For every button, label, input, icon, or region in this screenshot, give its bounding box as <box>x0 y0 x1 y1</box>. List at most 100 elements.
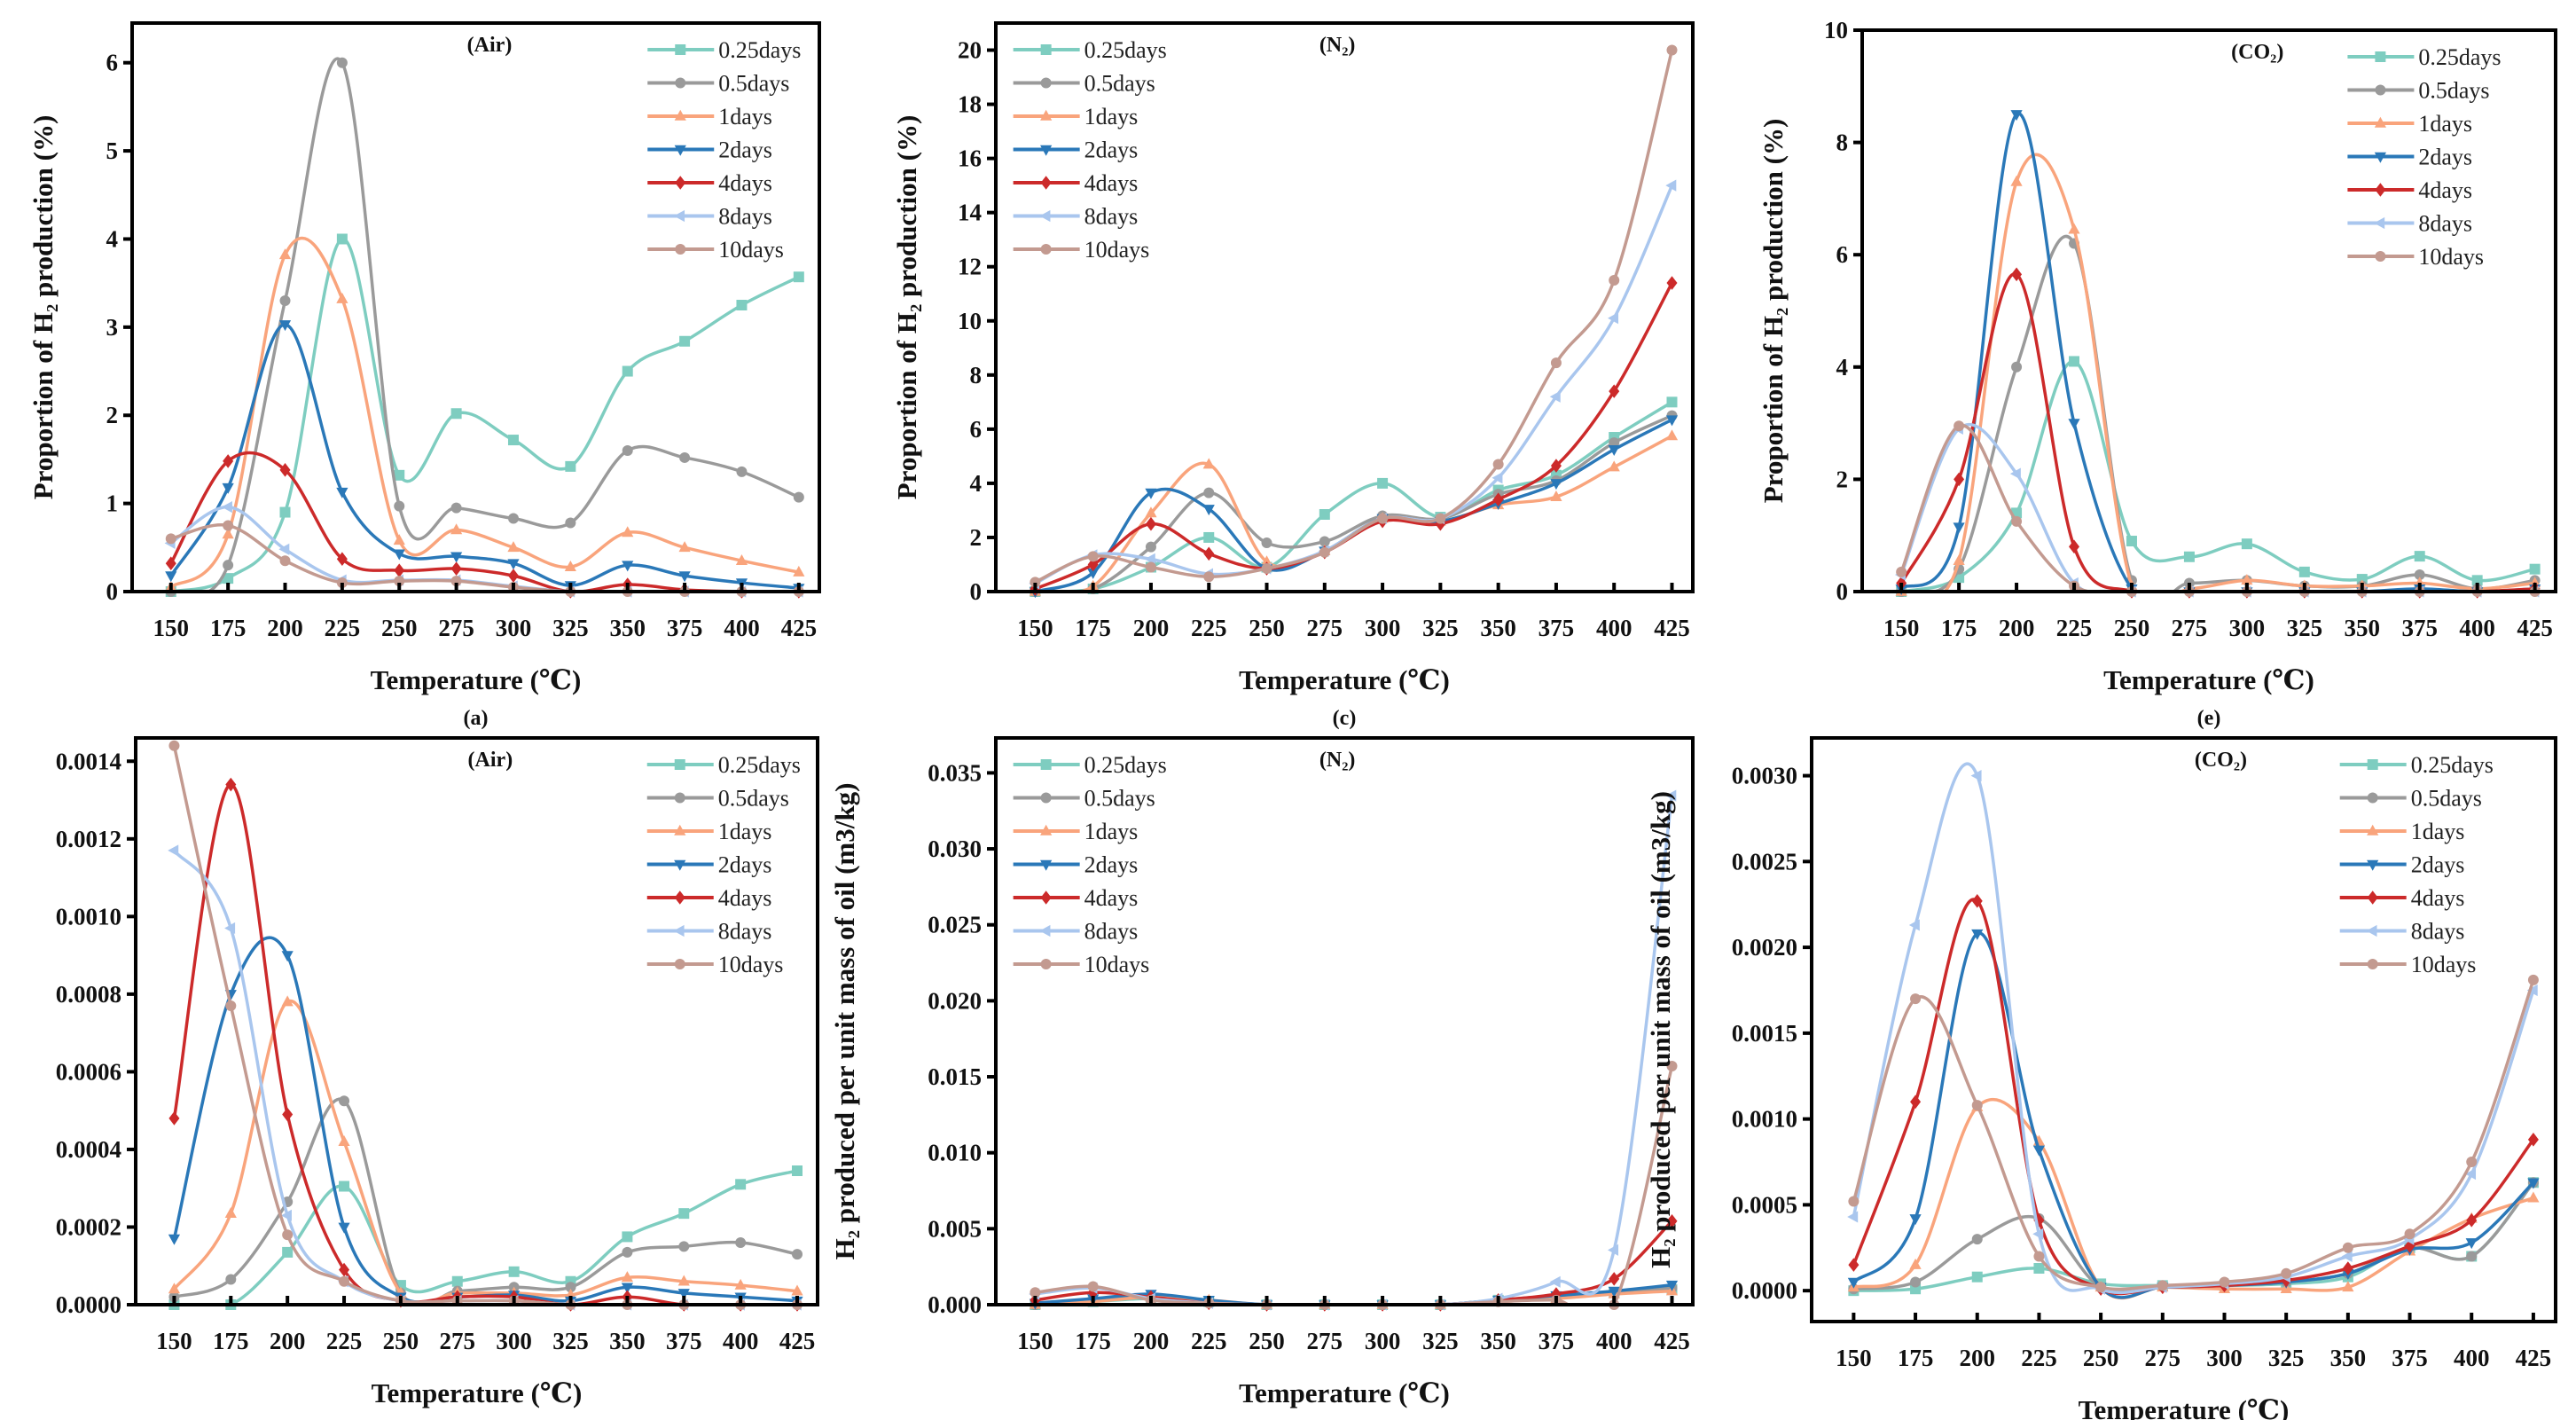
data-point-0.5days-250 <box>394 500 405 512</box>
data-point-10days-350 <box>1492 459 1504 470</box>
data-point-2days-250 <box>393 549 405 561</box>
x-tick-label: 300 <box>496 615 532 641</box>
x-tick-label: 325 <box>1422 1328 1459 1354</box>
data-point-8days-150 <box>1847 1211 1859 1223</box>
data-point-1days-200 <box>2010 175 2023 186</box>
legend-marker <box>1040 244 1052 255</box>
data-point-1days-200 <box>1145 506 1157 518</box>
y-tick-label: 0.0030 <box>1732 763 1797 789</box>
data-point-0.5days-225 <box>336 57 348 68</box>
data-point-0.25days-325 <box>2298 566 2310 577</box>
x-tick-label: 400 <box>2459 615 2495 641</box>
x-axis-label: Temperature (℃) <box>1239 664 1450 695</box>
legend-label: 8days <box>2411 919 2465 945</box>
plot-frame <box>994 736 1695 1306</box>
gas-atmosphere-tag: (CO₂) <box>2195 749 2247 772</box>
data-point-1days-250 <box>1260 555 1273 567</box>
x-axis-label: Temperature (℃) <box>372 1377 583 1408</box>
legend-item-0.5days: 0.5days <box>2339 786 2482 812</box>
data-point-2days-350 <box>621 1283 633 1294</box>
chart-panel-d: 150 175 200 225 250 275 300 325 350 375 400 425 0.00… <box>829 736 1695 1408</box>
legend-label: 1days <box>718 104 772 129</box>
legend-label: 0.5days <box>718 786 789 812</box>
data-point-4days-275 <box>450 561 462 576</box>
data-point-0.5days-425 <box>793 491 804 503</box>
data-point-4days-400 <box>2466 1213 2478 1228</box>
data-point-8days-200 <box>278 543 290 555</box>
data-point-1days-225 <box>1202 458 1215 469</box>
legend-item-1days: 1days <box>2339 819 2465 844</box>
legend-item-8days: 8days <box>1013 204 1138 230</box>
data-point-0.25days-275 <box>2183 551 2195 562</box>
data-point-1days-175 <box>224 1206 237 1218</box>
data-point-0.5days-375 <box>679 451 691 463</box>
x-tick-label: 325 <box>552 615 589 641</box>
x-tick-label: 200 <box>270 1328 306 1354</box>
data-point-0.5days-175 <box>225 1274 237 1285</box>
series-line-1days <box>169 236 800 589</box>
data-point-0.25days-300 <box>1377 477 1389 489</box>
series-line-2days <box>1852 931 2535 1299</box>
data-point-1days-225 <box>2068 223 2080 234</box>
legend-label: 2days <box>1084 137 1139 163</box>
data-point-10days-350 <box>2342 1242 2353 1253</box>
data-point-4days-175 <box>1910 1094 1922 1110</box>
data-point-10days-300 <box>1377 513 1389 524</box>
gas-atmosphere-tag: (N₂) <box>1319 749 1356 772</box>
data-point-4days-175 <box>1087 557 1099 572</box>
data-point-8days-150 <box>168 844 179 857</box>
data-point-4days-225 <box>2069 539 2080 554</box>
legend-marker <box>1039 924 1051 938</box>
data-point-0.25days-300 <box>507 435 519 446</box>
legend-label: 0.25days <box>718 37 801 63</box>
data-point-2days-225 <box>2068 419 2080 430</box>
legend-label: 1days <box>2411 819 2465 844</box>
data-point-1days-200 <box>278 248 292 260</box>
data-point-10days-325 <box>2281 1267 2292 1279</box>
x-tick-label: 375 <box>2392 1345 2428 1371</box>
data-point-1days-300 <box>507 541 520 553</box>
data-point-10days-200 <box>1971 1100 1983 1111</box>
x-tick-label: 300 <box>1365 615 1401 641</box>
chart-panel-e: 150 175 200 225 250 275 300 325 350 375 400 425 0 2 4 6… <box>1758 17 2557 730</box>
x-tick-label: 250 <box>381 615 418 641</box>
legend-label: 2days <box>1084 852 1139 878</box>
legend-label: 4days <box>718 885 772 911</box>
gas-atmosphere-tag: (Air) <box>468 749 513 772</box>
data-point-1days-375 <box>1550 490 1562 501</box>
data-point-1days-400 <box>735 554 748 566</box>
y-tick-label: 12 <box>958 254 982 280</box>
y-tick-label: 0.025 <box>928 912 982 938</box>
y-tick-label: 0.0010 <box>1732 1106 1797 1133</box>
x-tick-label: 250 <box>383 1328 419 1354</box>
legend-label: 0.25days <box>1084 752 1167 778</box>
legend-label: 0.5days <box>1084 71 1155 97</box>
x-tick-label: 300 <box>496 1328 532 1354</box>
data-point-0.25days-275 <box>450 408 462 420</box>
x-tick-label: 375 <box>2401 615 2438 641</box>
series-line-0.25days <box>170 237 800 592</box>
data-point-4days-175 <box>225 777 237 792</box>
data-point-10days-150 <box>165 533 176 545</box>
data-point-2days-225 <box>1202 505 1215 516</box>
x-tick-label: 225 <box>326 1328 363 1354</box>
x-tick-label: 375 <box>667 615 703 641</box>
data-point-4days-400 <box>1609 1272 1620 1286</box>
x-tick-label: 300 <box>1365 1328 1401 1354</box>
data-point-2days-200 <box>1971 929 1984 940</box>
x-tick-label: 150 <box>1836 1345 1872 1371</box>
data-point-10days-200 <box>2011 515 2023 527</box>
data-point-10days-200 <box>282 1229 294 1241</box>
legend-label: 8days <box>1084 919 1139 945</box>
x-tick-label: 425 <box>779 1328 816 1354</box>
y-axis-label: Proportion of H₂ production (%) <box>891 115 922 500</box>
legend-marker <box>2375 51 2386 62</box>
data-point-0.25days-225 <box>339 1181 350 1192</box>
legend-item-2days: 2days <box>2339 852 2464 878</box>
legend-label: 2days <box>2418 145 2472 170</box>
y-tick-label: 0.020 <box>928 987 982 1014</box>
data-point-10days-150 <box>1030 577 1041 588</box>
legend-item-8days: 8days <box>647 204 772 230</box>
data-point-0.25days-300 <box>2241 538 2252 550</box>
